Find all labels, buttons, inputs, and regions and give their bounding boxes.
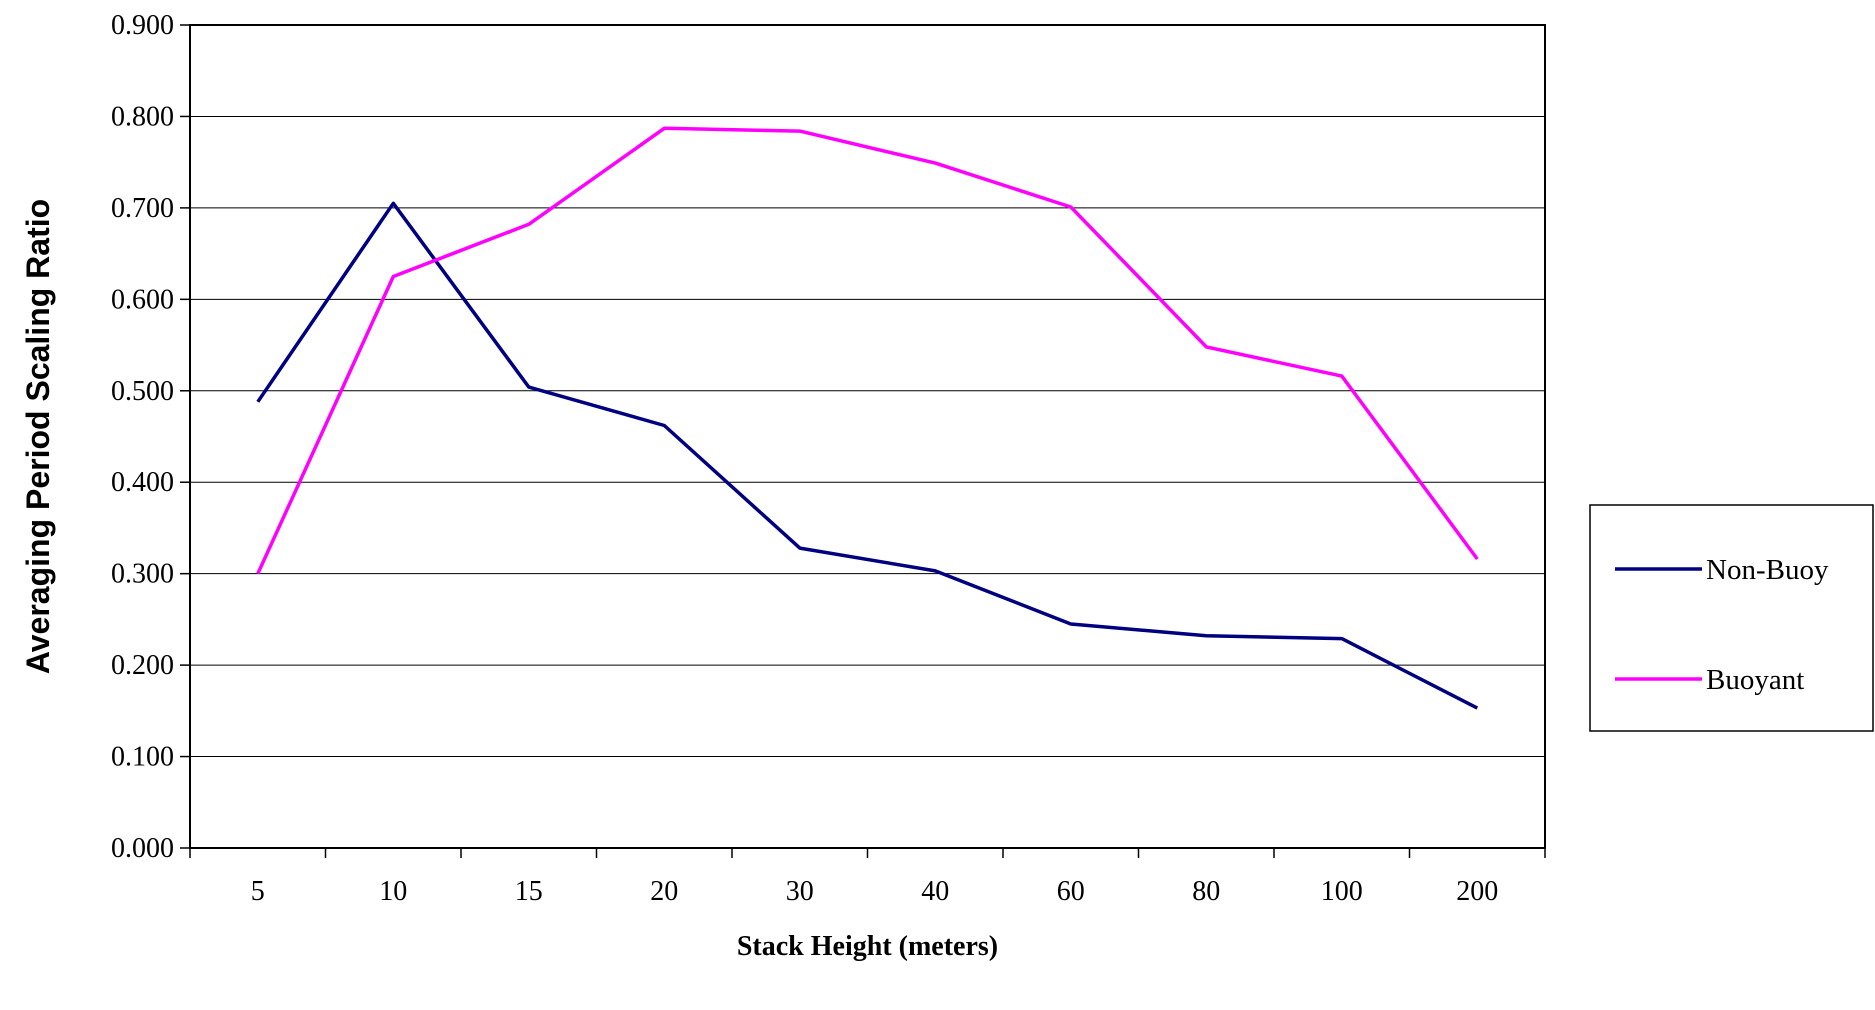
legend-box (1589, 504, 1874, 732)
x-tick-label-0: 5 (251, 876, 265, 907)
y-axis-title: Averaging Period Scaling Ratio (20, 199, 56, 674)
y-tick-label-9: 0.900 (111, 10, 174, 41)
y-tick-label-3: 0.300 (111, 559, 174, 590)
x-tick-label-3: 20 (650, 876, 678, 907)
x-tick-label-6: 60 (1057, 876, 1085, 907)
x-tick-label-1: 10 (379, 876, 407, 907)
x-tick-label-2: 15 (515, 876, 543, 907)
legend-label-0: Non-Buoy (1706, 554, 1829, 586)
y-tick-label-8: 0.800 (111, 101, 174, 132)
y-tick-label-4: 0.400 (111, 467, 174, 498)
series-line-buoyant (256, 126, 1479, 575)
x-axis-title: Stack Height (meters) (737, 931, 998, 962)
legend-label-1: Buoyant (1706, 664, 1804, 696)
series-line-non-buoy (256, 201, 1479, 710)
y-axis: 0.000 0.100 0.200 0.300 0.400 0.500 0.600 0.700… (111, 10, 190, 864)
gridlines (190, 115, 1545, 758)
y-tick-label-1: 0.100 (111, 742, 174, 773)
x-tick-label-5: 40 (921, 876, 949, 907)
x-tick-label-8: 100 (1321, 876, 1363, 907)
x-tick-label-9: 200 (1456, 876, 1498, 907)
x-axis: 5 10 15 20 30 40 60 80 100 200 (189, 848, 1546, 907)
x-tick-label-7: 80 (1192, 876, 1220, 907)
y-tick-label-2: 0.200 (111, 650, 174, 681)
series-lines (256, 126, 1479, 710)
y-tick-label-6: 0.600 (111, 284, 174, 315)
y-tick-label-0: 0.000 (111, 833, 174, 864)
y-tick-label-7: 0.700 (111, 193, 174, 224)
x-tick-label-4: 30 (786, 876, 814, 907)
legend: Non-Buoy Buoyant (1589, 504, 1874, 732)
y-tick-label-5: 0.500 (111, 376, 174, 407)
